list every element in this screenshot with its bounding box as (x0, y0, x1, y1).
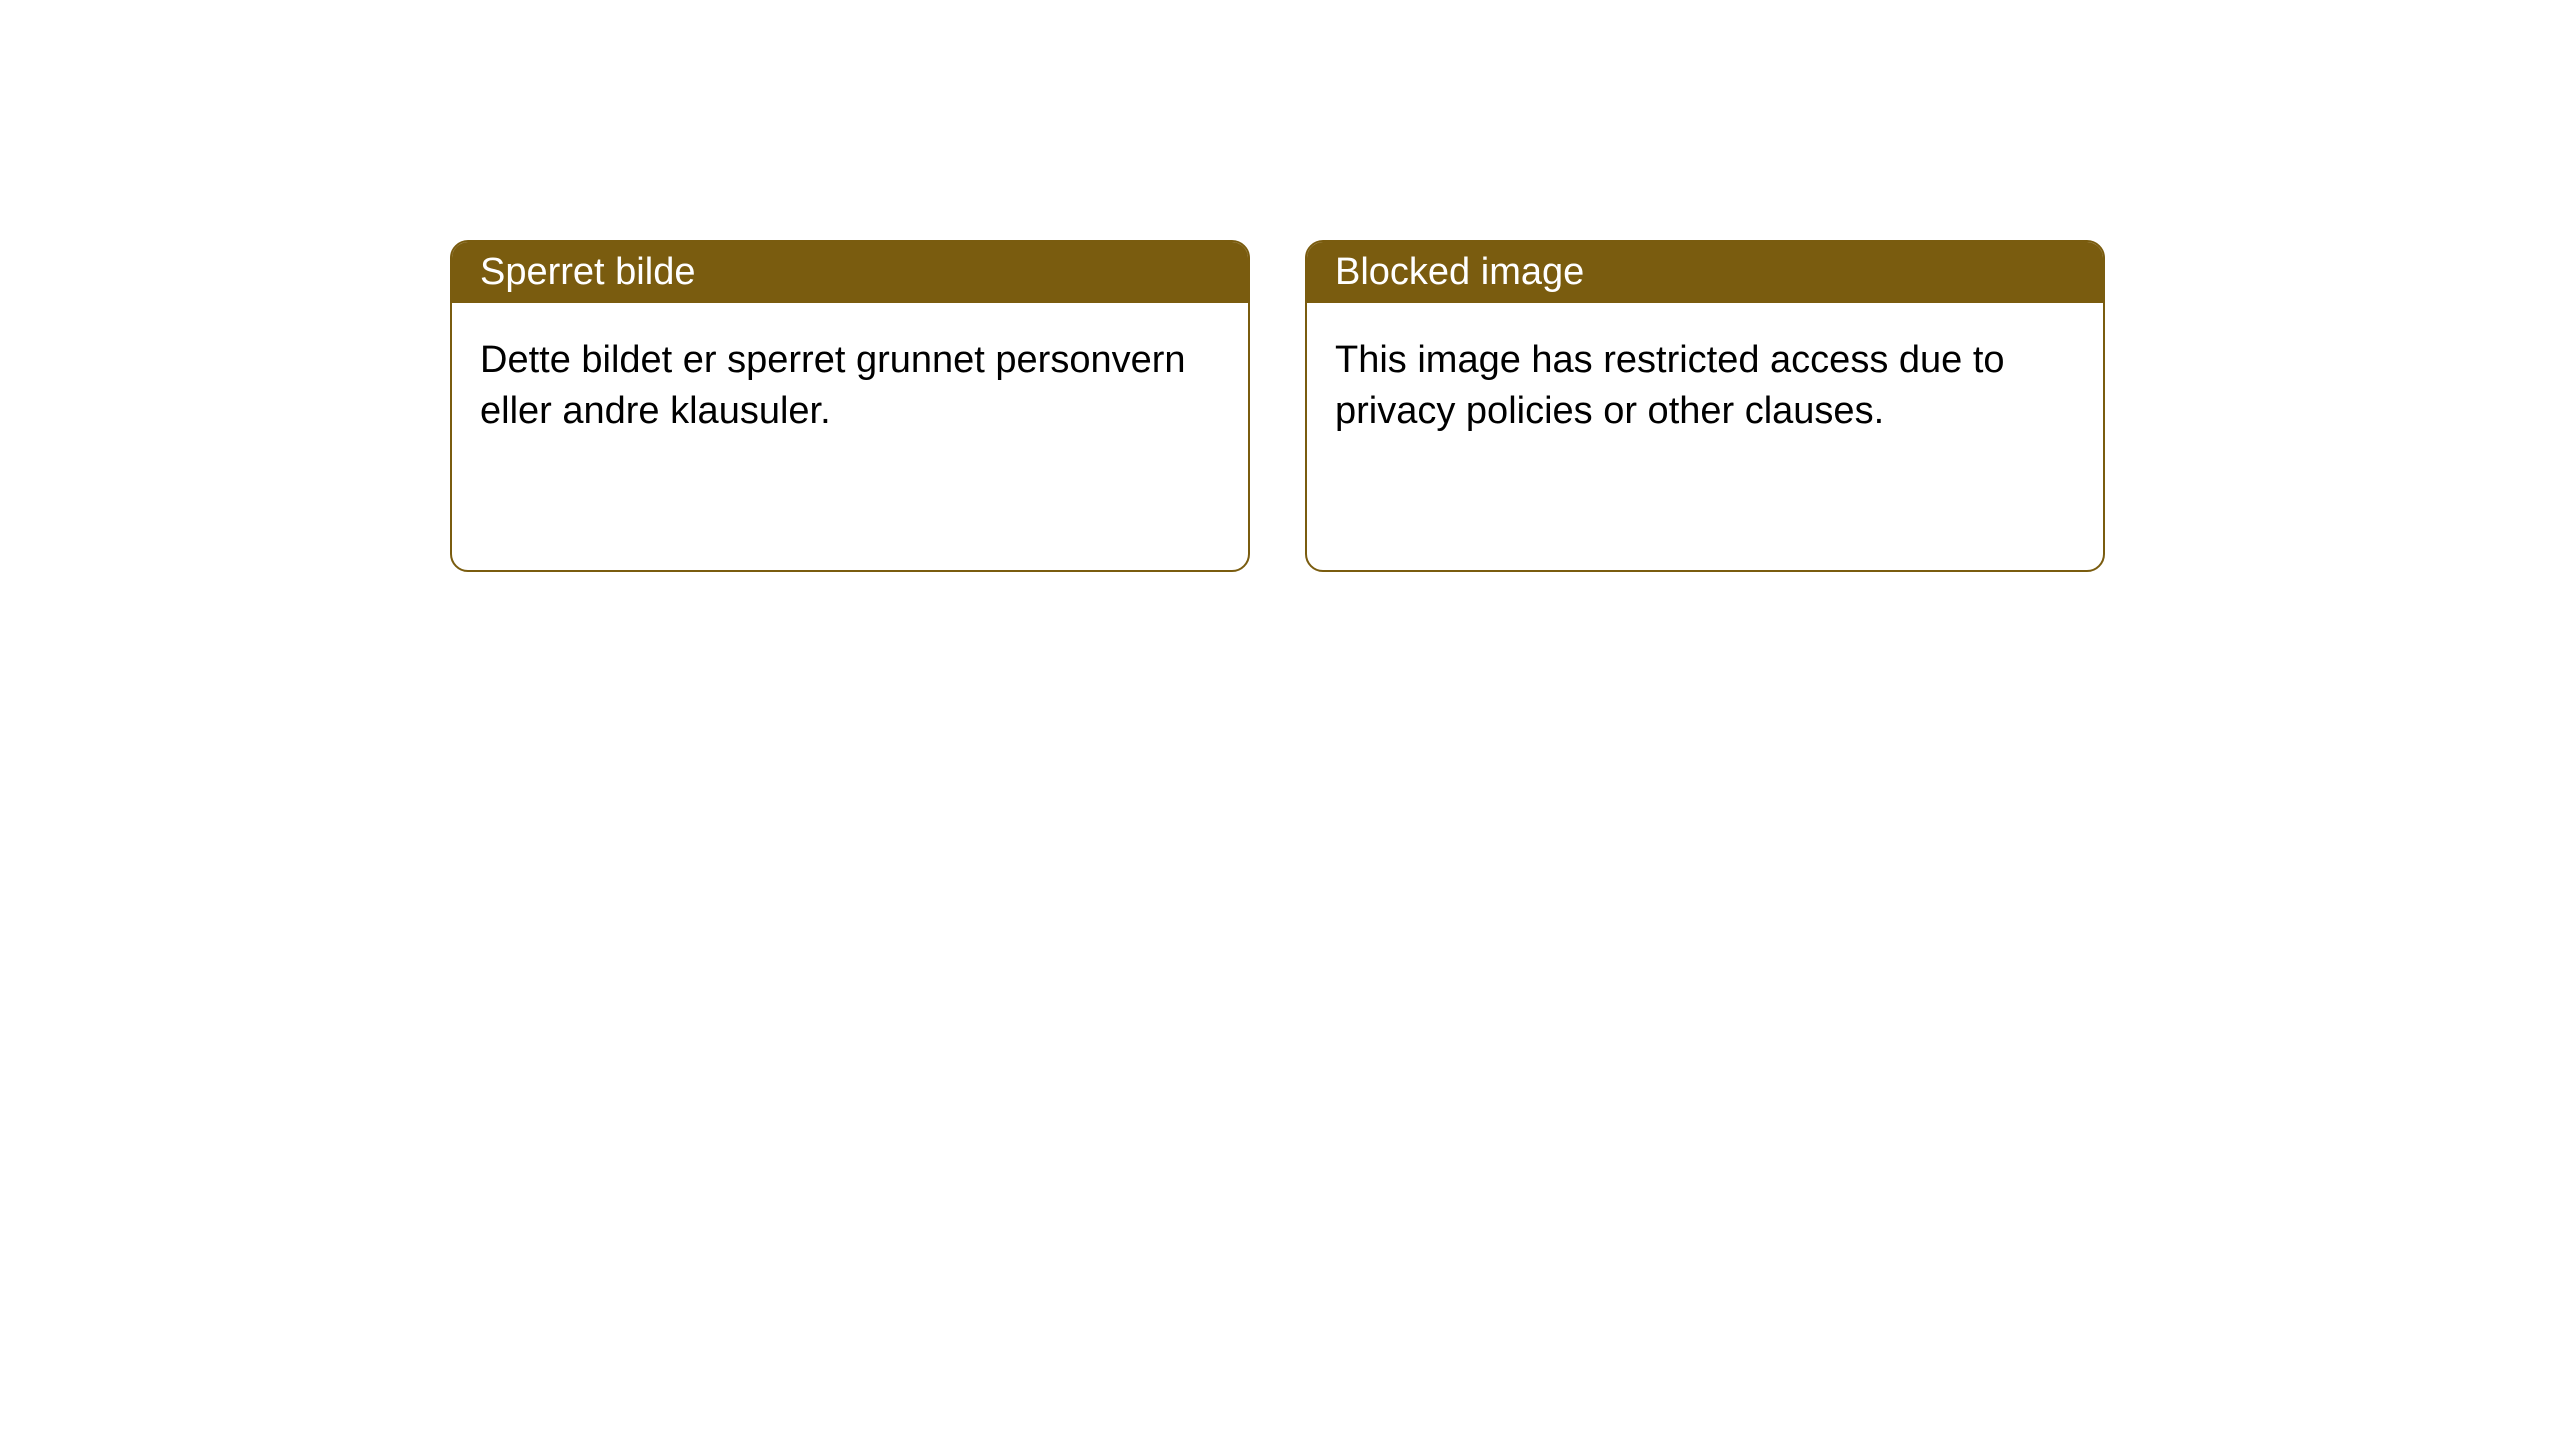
notice-card-body: Dette bildet er sperret grunnet personve… (452, 303, 1248, 470)
notice-card-title: Blocked image (1307, 242, 2103, 303)
blocked-image-notices: Sperret bilde Dette bildet er sperret gr… (450, 240, 2105, 572)
notice-card-title: Sperret bilde (452, 242, 1248, 303)
notice-card-no: Sperret bilde Dette bildet er sperret gr… (450, 240, 1250, 572)
notice-card-body: This image has restricted access due to … (1307, 303, 2103, 470)
notice-card-en: Blocked image This image has restricted … (1305, 240, 2105, 572)
